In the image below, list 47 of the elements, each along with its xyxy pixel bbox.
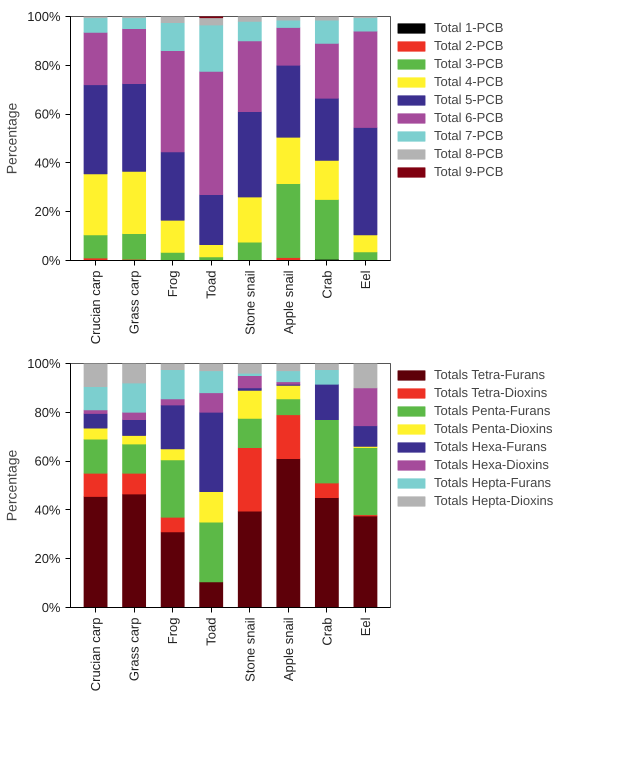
y-tick-label: 0%	[42, 253, 61, 268]
y-tick-label: 40%	[34, 155, 61, 170]
x-tick-label: Frog	[165, 617, 180, 644]
y-tick-label: 80%	[34, 404, 61, 420]
x-tick-label: Apple snail	[280, 617, 296, 682]
legend-label: Total 4-PCB	[434, 74, 504, 89]
y-tick-label: 100%	[27, 356, 61, 371]
x-tick-label: Grass carp	[126, 270, 142, 334]
legend-label: Totals Tetra-Dioxins	[434, 385, 548, 400]
legend-label: Total 8-PCB	[434, 146, 504, 161]
y-axis-title: Percentage	[3, 449, 20, 522]
legend-label: Total 7-PCB	[434, 128, 504, 143]
y-tick-label: 60%	[34, 454, 61, 469]
legend-label: Totals Hexa-Furans	[434, 439, 547, 454]
y-tick-label: 20%	[34, 204, 61, 220]
y-tick-label: 100%	[27, 9, 61, 24]
legend-label: Total 5-PCB	[434, 92, 504, 107]
legend-label: Total 3-PCB	[434, 56, 504, 71]
legend-label: Totals Hepta-Dioxins	[434, 493, 554, 508]
x-tick-label: Stone snail	[242, 270, 258, 335]
x-tick-label: Eel	[358, 617, 373, 636]
x-tick-label: Toad	[204, 617, 219, 646]
x-tick-label: Grass carp	[126, 617, 142, 682]
legend-label: Total 6-PCB	[434, 110, 504, 125]
x-tick-label: Crucian carp	[88, 617, 104, 692]
legend-label: Totals Tetra-Furans	[434, 367, 546, 382]
y-tick-label: 80%	[34, 58, 61, 73]
x-tick-label: Crucian carp	[88, 270, 104, 344]
y-axis-title: Percentage	[3, 102, 20, 174]
legend-label: Totals Hepta-Furans	[434, 475, 552, 490]
legend-label: Total 9-PCB	[434, 164, 504, 179]
x-tick-label: Eel	[358, 270, 373, 290]
legend-label: Totals Penta-Furans	[434, 403, 550, 418]
legend-label: Total 2-PCB	[434, 38, 504, 53]
y-tick-label: 40%	[34, 502, 61, 518]
legend-label: Totals Hexa-Dioxins	[434, 457, 549, 472]
x-tick-label: Stone snail	[242, 617, 258, 682]
legend-label: Totals Penta-Dioxins	[434, 421, 552, 436]
y-tick-label: 20%	[34, 551, 61, 566]
x-tick-label: Toad	[204, 270, 219, 299]
legend-label: Total 1-PCB	[434, 20, 504, 35]
x-tick-label: Apple snail	[280, 270, 296, 334]
y-tick-label: 60%	[34, 106, 61, 122]
y-tick-label: 0%	[42, 600, 61, 615]
x-tick-label: Crab	[319, 270, 334, 299]
x-tick-label: Crab	[319, 617, 334, 646]
x-tick-label: Frog	[165, 270, 180, 298]
